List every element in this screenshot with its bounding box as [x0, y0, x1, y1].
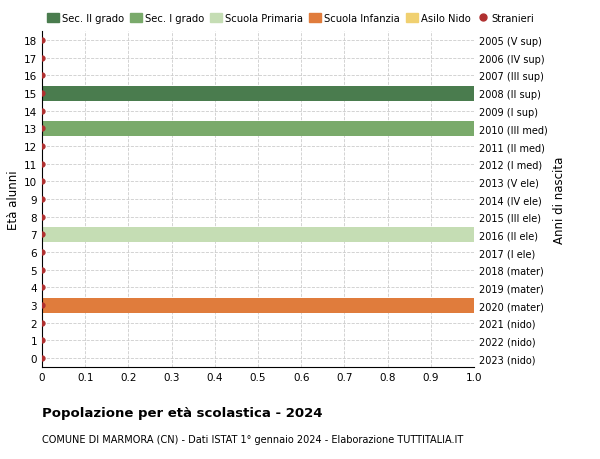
Legend: Sec. II grado, Sec. I grado, Scuola Primaria, Scuola Infanzia, Asilo Nido, Stran: Sec. II grado, Sec. I grado, Scuola Prim… [47, 14, 535, 24]
Y-axis label: Anni di nascita: Anni di nascita [553, 156, 566, 243]
Bar [42, 228, 474, 242]
Bar [42, 122, 474, 137]
Text: COMUNE DI MARMORA (CN) - Dati ISTAT 1° gennaio 2024 - Elaborazione TUTTITALIA.IT: COMUNE DI MARMORA (CN) - Dati ISTAT 1° g… [42, 434, 463, 444]
Bar [42, 298, 474, 313]
Text: Popolazione per età scolastica - 2024: Popolazione per età scolastica - 2024 [42, 406, 323, 419]
Y-axis label: Età alunni: Età alunni [7, 170, 20, 230]
Bar [42, 86, 474, 101]
